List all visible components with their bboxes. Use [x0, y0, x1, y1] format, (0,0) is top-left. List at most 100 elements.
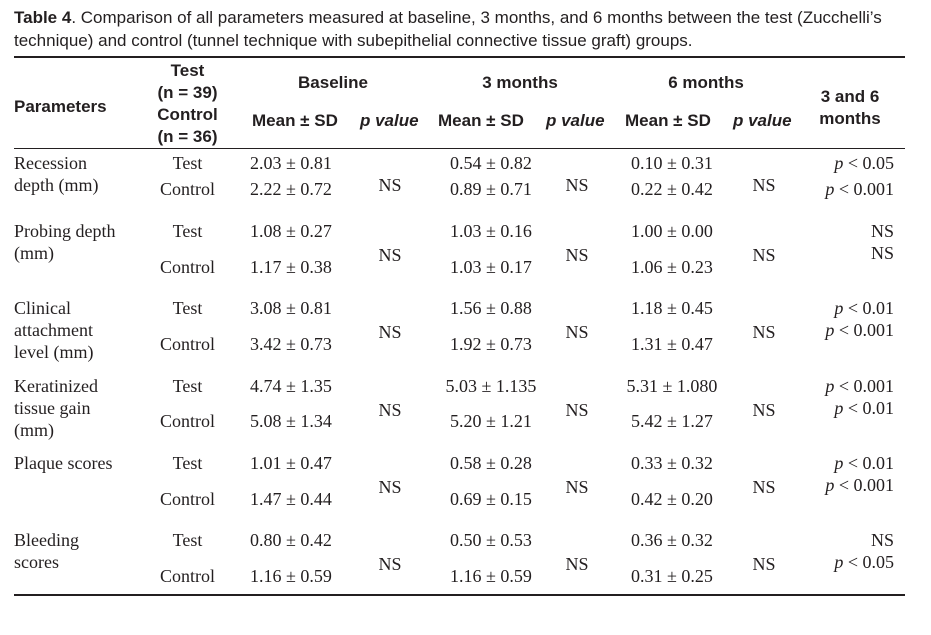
parameter-name: Plaque scores [14, 453, 113, 473]
3-months-test-value: 0.58 ± 0.28 [450, 453, 532, 473]
baseline-p-value: NS [378, 400, 402, 420]
3-and-6-months-control-p: p < 0.001 [825, 475, 894, 495]
top-rule [14, 56, 905, 58]
header-control-n: (n = 36) [157, 127, 218, 146]
6-months-control-value: 0.22 ± 0.42 [631, 179, 713, 199]
3-and-6-months-control-p: p < 0.01 [834, 398, 894, 418]
header-6m-mean-sd: Mean ± SD [625, 111, 711, 130]
baseline-p-value: NS [378, 322, 402, 342]
3-and-6-months-test-p: p < 0.01 [834, 298, 894, 318]
3-months-control-value: 0.69 ± 0.15 [450, 489, 532, 509]
3-months-p-value: NS [565, 477, 589, 497]
parameter-name: (mm) [14, 420, 54, 440]
header-rule [14, 148, 905, 149]
parameter-name: Clinical [14, 298, 71, 318]
3-months-test-value: 1.03 ± 0.16 [450, 221, 532, 241]
6-months-p-value: NS [752, 245, 776, 265]
6-months-control-value: 0.42 ± 0.20 [631, 489, 713, 509]
3-months-control-value: 1.92 ± 0.73 [450, 334, 532, 354]
parameter-name: level (mm) [14, 342, 94, 362]
3-months-p-value: NS [565, 245, 589, 265]
3-and-6-months-test-p: p < 0.001 [825, 376, 894, 396]
parameter-name: attachment [14, 320, 93, 340]
6-months-test-value: 0.10 ± 0.31 [631, 153, 713, 173]
baseline-test-value: 4.74 ± 1.35 [250, 376, 332, 396]
3-months-control-value: 5.20 ± 1.21 [450, 411, 532, 431]
table-caption: Table 4. Comparison of all parameters me… [14, 6, 914, 52]
header-6m-p-value: p value [733, 111, 792, 130]
baseline-test-value: 1.01 ± 0.47 [250, 453, 332, 473]
6-months-test-value: 0.36 ± 0.32 [631, 530, 713, 550]
group-label-test: Test [172, 530, 203, 550]
3-months-control-value: 1.03 ± 0.17 [450, 257, 532, 277]
3-months-p-value: NS [565, 175, 589, 195]
header-3-and-6-line1: 3 and 6 [820, 87, 880, 106]
3-and-6-months-test-p: p < 0.01 [834, 453, 894, 473]
3-months-test-value: 1.56 ± 0.88 [450, 298, 532, 318]
table-label: Table 4 [14, 8, 72, 27]
6-months-p-value: NS [752, 477, 776, 497]
header-baseline-mean-sd: Mean ± SD [252, 111, 338, 130]
group-label-test: Test [172, 221, 203, 241]
3-months-control-value: 0.89 ± 0.71 [450, 179, 532, 199]
3-months-test-value: 0.50 ± 0.53 [450, 530, 532, 550]
header-test-n: (n = 39) [157, 83, 218, 102]
baseline-p-value: NS [378, 554, 402, 574]
header-baseline-p-value: p value [360, 111, 419, 130]
6-months-p-value: NS [752, 322, 776, 342]
baseline-test-value: 0.80 ± 0.42 [250, 530, 332, 550]
header-parameters: Parameters [14, 97, 107, 116]
3-and-6-months-control-p: NS [870, 243, 894, 263]
header-6-months: 6 months [668, 73, 744, 92]
parameter-name: Probing depth [14, 221, 116, 241]
header-baseline: Baseline [298, 73, 368, 92]
header-3-and-6-line2: months [819, 109, 881, 128]
3-and-6-months-test-p: p < 0.05 [834, 153, 894, 173]
baseline-control-value: 5.08 ± 1.34 [250, 411, 332, 431]
baseline-test-value: 1.08 ± 0.27 [250, 221, 332, 241]
3-months-test-value: 5.03 ± 1.135 [445, 376, 537, 396]
group-label-control: Control [159, 257, 215, 277]
baseline-p-value: NS [378, 245, 402, 265]
group-label-control: Control [159, 334, 215, 354]
parameter-name: Keratinized [14, 376, 98, 396]
6-months-p-value: NS [752, 554, 776, 574]
group-label-test: Test [172, 376, 203, 396]
group-label-control: Control [159, 566, 215, 586]
group-label-control: Control [159, 411, 215, 431]
header-test: Test [170, 61, 205, 80]
6-months-test-value: 5.31 ± 1.080 [626, 376, 718, 396]
6-months-control-value: 1.06 ± 0.23 [631, 257, 713, 277]
6-months-control-value: 1.31 ± 0.47 [631, 334, 713, 354]
group-label-control: Control [159, 489, 215, 509]
baseline-test-value: 2.03 ± 0.81 [250, 153, 332, 173]
baseline-test-value: 3.08 ± 0.81 [250, 298, 332, 318]
parameter-name: (mm) [14, 243, 54, 263]
header-3-months: 3 months [482, 73, 558, 92]
3-months-control-value: 1.16 ± 0.59 [450, 566, 532, 586]
6-months-p-value: NS [752, 175, 776, 195]
group-label-test: Test [172, 153, 203, 173]
6-months-test-value: 1.00 ± 0.00 [631, 221, 713, 241]
6-months-control-value: 5.42 ± 1.27 [631, 411, 713, 431]
caption-text: . Comparison of all parameters measured … [14, 8, 882, 50]
baseline-control-value: 1.16 ± 0.59 [250, 566, 332, 586]
6-months-test-value: 0.33 ± 0.32 [631, 453, 713, 473]
baseline-control-value: 1.17 ± 0.38 [250, 257, 332, 277]
baseline-control-value: 3.42 ± 0.73 [250, 334, 332, 354]
parameter-name: Bleeding [14, 530, 79, 550]
6-months-test-value: 1.18 ± 0.45 [631, 298, 713, 318]
3-months-p-value: NS [565, 400, 589, 420]
3-and-6-months-test-p: NS [870, 530, 894, 550]
group-label-test: Test [172, 453, 203, 473]
3-and-6-months-control-p: p < 0.05 [834, 552, 894, 572]
parameter-name: Recession [14, 153, 87, 173]
header-3m-mean-sd: Mean ± SD [438, 111, 524, 130]
parameter-name: tissue gain [14, 398, 91, 418]
header-3m-p-value: p value [546, 111, 605, 130]
baseline-p-value: NS [378, 175, 402, 195]
bottom-rule [14, 594, 905, 596]
6-months-control-value: 0.31 ± 0.25 [631, 566, 713, 586]
3-months-p-value: NS [565, 554, 589, 574]
group-label-control: Control [159, 179, 215, 199]
